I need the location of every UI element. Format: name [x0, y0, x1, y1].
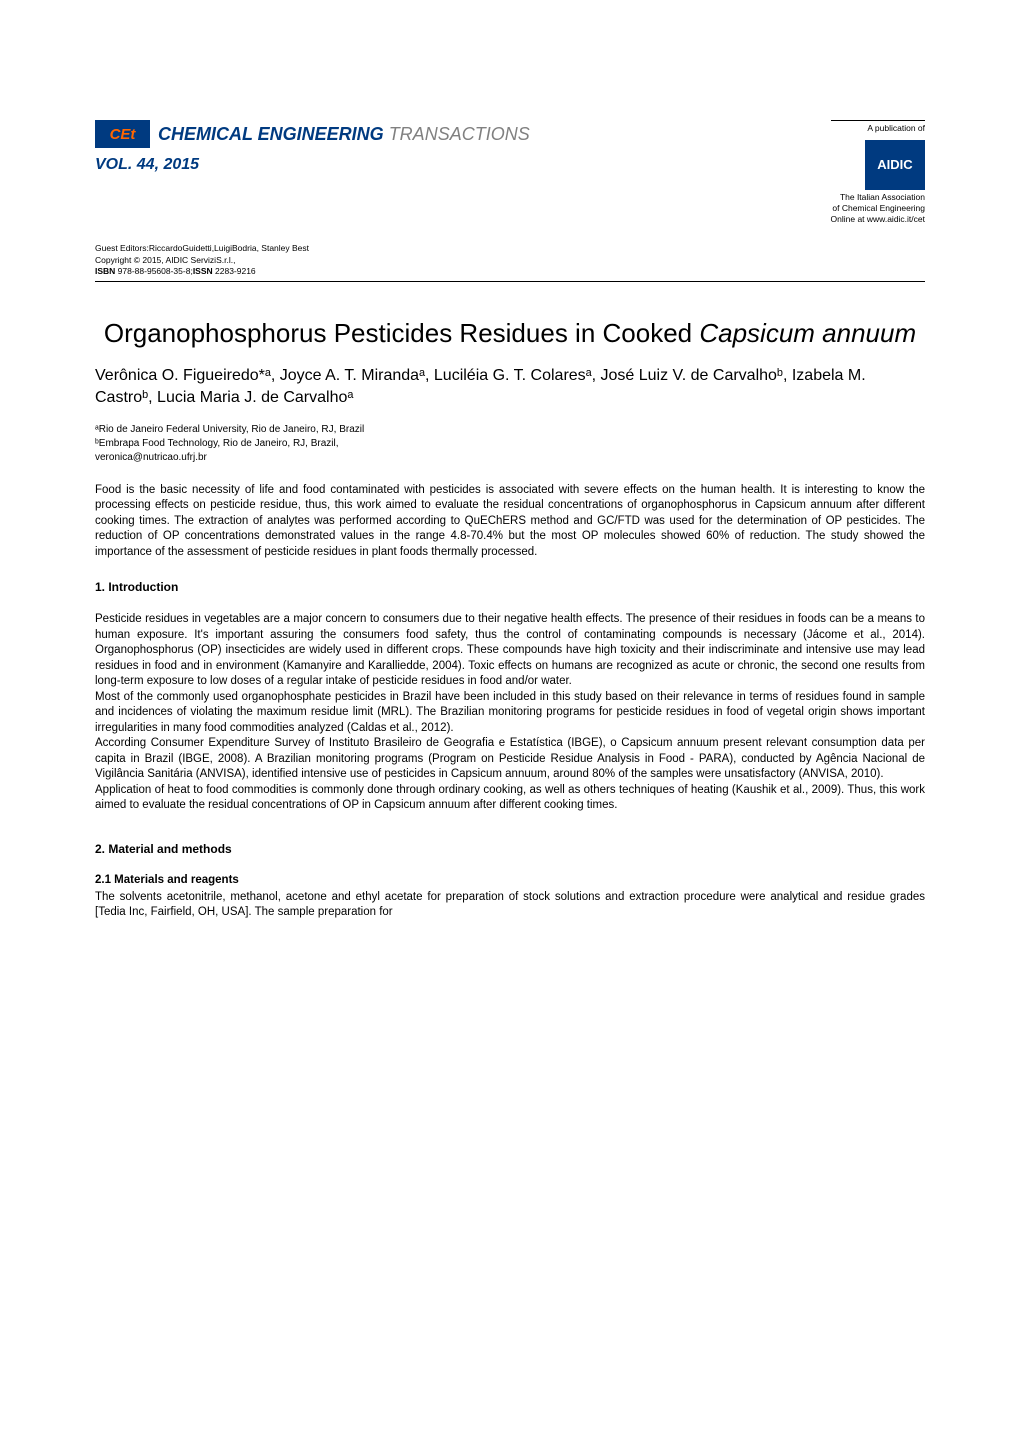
copyright-text: Copyright © 2015, AIDIC ServiziS.r.l.,: [95, 255, 925, 266]
methods-paragraph-1: The solvents acetonitrile, methanol, ace…: [95, 890, 925, 921]
cet-logo-text: CEt: [110, 126, 136, 143]
authors: Verônica O. Figueiredo*ᵃ, Joyce A. T. Mi…: [95, 365, 925, 408]
online-url-text: Online at www.aidic.it/cet: [831, 214, 925, 225]
methods-heading: 2. Material and methods: [95, 842, 925, 856]
guest-editors-text: Guest Editors:RiccardoGuidetti,LuigiBodr…: [95, 243, 925, 254]
logo-title-row: CEt CHEMICAL ENGINEERING TRANSACTIONS: [95, 120, 831, 148]
intro-paragraph-2: Most of the commonly used organophosphat…: [95, 690, 925, 737]
intro-paragraph-3: According Consumer Expenditure Survey of…: [95, 736, 925, 783]
intro-paragraph-4: Application of heat to food commodities …: [95, 783, 925, 814]
introduction-heading: 1. Introduction: [95, 580, 925, 594]
volume-text: VOL. 44, 2015: [95, 156, 831, 174]
right-header: A publication of AIDIC The Italian Assoc…: [831, 120, 925, 225]
journal-title-blue: CHEMICAL ENGINEERING: [158, 124, 384, 144]
publication-of-label: A publication of: [831, 120, 925, 134]
introduction-body: Pesticide residues in vegetables are a m…: [95, 612, 925, 814]
isbn-label: ISBN: [95, 266, 118, 276]
aidic-logo-text: AIDIC: [877, 157, 912, 174]
affiliation-b: ᵇEmbrapa Food Technology, Rio de Janeiro…: [95, 437, 925, 451]
title-part-italic: Capsicum annuum: [699, 318, 916, 348]
left-header: CEt CHEMICAL ENGINEERING TRANSACTIONS VO…: [95, 120, 831, 174]
cet-logo: CEt: [95, 120, 150, 148]
isbn-issn-row: ISBN 978-88-95608-35-8;ISSN 2283-9216: [95, 266, 925, 277]
introduction-section: 1. Introduction Pesticide residues in ve…: [95, 580, 925, 814]
title-part-plain: Organophosphorus Pesticides Residues in …: [104, 318, 699, 348]
paper-title: Organophosphorus Pesticides Residues in …: [95, 317, 925, 351]
affiliations: ᵃRio de Janeiro Federal University, Rio …: [95, 423, 925, 465]
corresponding-email: veronica@nutricao.ufrj.br: [95, 451, 925, 465]
intro-paragraph-1: Pesticide residues in vegetables are a m…: [95, 612, 925, 690]
issn-label: ISSN: [193, 266, 215, 276]
chemical-engineering-text: of Chemical Engineering: [831, 203, 925, 214]
editor-section: Guest Editors:RiccardoGuidetti,LuigiBodr…: [95, 243, 925, 281]
aidic-logo: AIDIC: [865, 140, 925, 190]
methods-subsection-heading: 2.1 Materials and reagents: [95, 874, 925, 886]
header-row: CEt CHEMICAL ENGINEERING TRANSACTIONS VO…: [95, 120, 925, 225]
abstract-text: Food is the basic necessity of life and …: [95, 483, 925, 561]
issn-value: 2283-9216: [215, 266, 256, 276]
journal-title: CHEMICAL ENGINEERING TRANSACTIONS: [158, 124, 530, 145]
isbn-value: 978-88-95608-35-8;: [118, 266, 193, 276]
journal-title-gray: TRANSACTIONS: [384, 124, 530, 144]
affiliation-a: ᵃRio de Janeiro Federal University, Rio …: [95, 423, 925, 437]
italian-association-text: The Italian Association: [831, 192, 925, 203]
header-section: CEt CHEMICAL ENGINEERING TRANSACTIONS VO…: [95, 120, 925, 282]
methods-section: 2. Material and methods 2.1 Materials an…: [95, 842, 925, 921]
